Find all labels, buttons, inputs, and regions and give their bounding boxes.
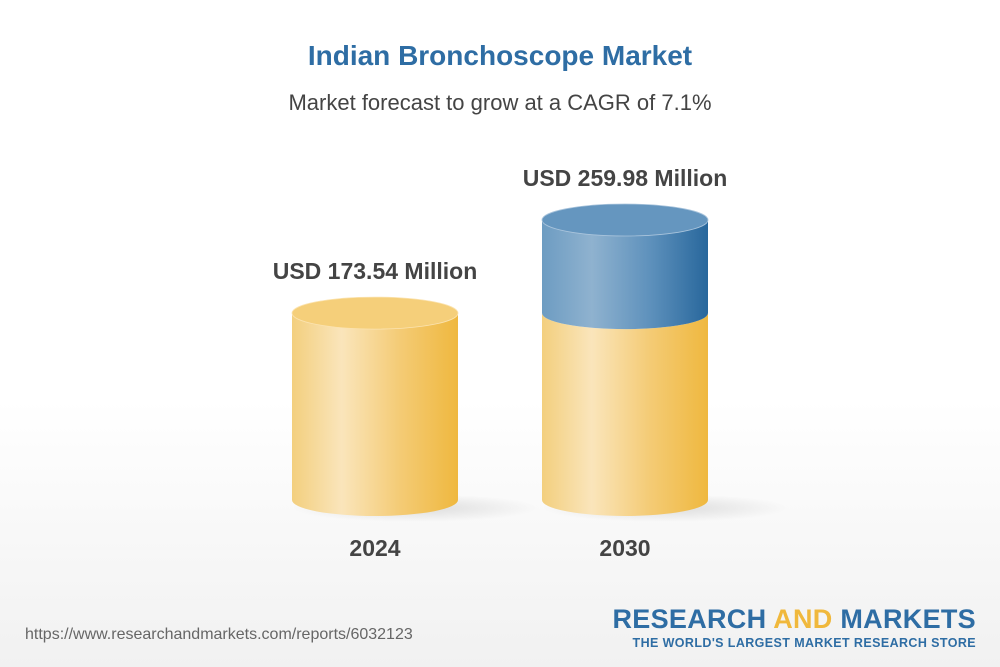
cylinder-top-2024 [291, 296, 459, 330]
source-url[interactable]: https://www.researchandmarkets.com/repor… [25, 626, 413, 643]
x-tick-label-2024: 2024 [349, 535, 400, 561]
logo-tagline: THE WORLD'S LARGEST MARKET RESEARCH STOR… [632, 636, 976, 650]
chart-subtitle: Market forecast to grow at a CAGR of 7.1… [288, 90, 712, 115]
logo-text-markets: MARKETS [832, 604, 976, 634]
cylinder-base-segment-2030 [542, 313, 708, 516]
x-tick-label-2030: 2030 [599, 535, 650, 561]
chart-title: Indian Bronchoscope Market [307, 40, 693, 71]
logo-text-and: AND [773, 604, 833, 634]
cylinder-top-2030 [541, 203, 709, 237]
cylinder-2024 [292, 313, 458, 516]
research-and-markets-logo: RESEARCH AND MARKETS THE WORLD'S LARGEST… [612, 604, 976, 650]
logo-text: RESEARCH [612, 604, 774, 634]
cylinder-growth-segment-2030 [542, 220, 708, 330]
data-label-2030: USD 259.98 Million [523, 165, 728, 191]
data-label-2024: USD 173.54 Million [273, 258, 478, 284]
